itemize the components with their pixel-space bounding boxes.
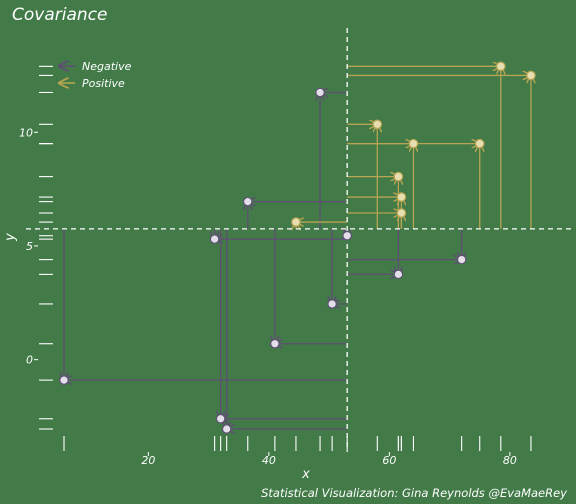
x-tick-label-2: 60 [382,454,396,467]
point-14 [396,192,407,202]
legend-positive-label: Positive [82,77,125,90]
legend-negative-label: Negative [82,60,132,73]
point-7 [393,269,404,280]
legend-item-positive: Positive [59,77,125,90]
point-0 [59,375,69,385]
axes: 20 40 60 80 0 5 10 [19,126,517,467]
x-tick-label-3: 80 [503,454,517,467]
mean-lines [26,28,572,452]
point-16 [408,138,419,149]
point-19 [526,70,536,81]
point-13 [393,171,404,182]
caption: Statistical Visualization: Gina Reynolds… [261,486,567,500]
y-tick-label-2: 10 [19,126,33,139]
point-10 [315,87,325,98]
y-tick-label-1: 5 [26,240,33,253]
point-3 [221,424,232,434]
point-2 [215,413,226,424]
y-axis-label: y [3,233,18,242]
point-1 [209,234,220,244]
legend: Negative Positive [59,60,132,90]
point-5 [327,299,337,309]
point-4 [270,338,280,349]
x-axis-label: x [301,467,310,482]
chart-title: Covariance [12,5,107,25]
y-tick-label-0: 0 [26,354,33,367]
point-8 [456,254,467,265]
point-15 [396,208,407,218]
arrow-segments [64,66,531,429]
point-17 [474,138,485,149]
rug-marks [39,65,532,451]
x-tick-label-1: 40 [262,454,276,467]
data-points [59,61,536,434]
point-6 [342,230,352,241]
legend-item-negative: Negative [59,60,132,73]
point-12 [372,119,383,130]
point-11 [291,217,301,227]
x-tick-label-0: 20 [141,454,155,467]
point-9 [242,196,253,207]
point-18 [496,61,506,72]
